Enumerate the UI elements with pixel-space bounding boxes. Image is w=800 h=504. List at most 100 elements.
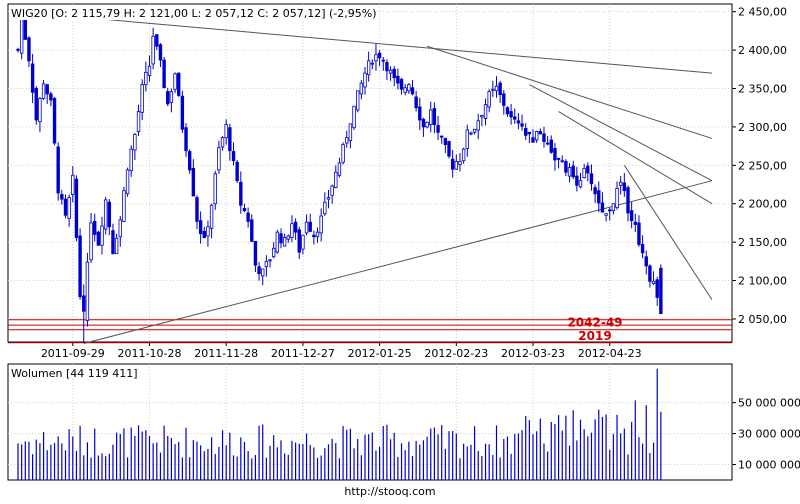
candle-body xyxy=(421,118,426,128)
candle-body xyxy=(319,215,323,234)
candle-body xyxy=(279,233,283,244)
candle-body xyxy=(480,114,484,118)
volume-bars-group xyxy=(17,368,662,480)
candle-body xyxy=(509,111,513,118)
candle-body xyxy=(114,237,119,255)
candle-body xyxy=(323,201,327,215)
candle-body xyxy=(450,158,455,170)
candle-body xyxy=(410,87,415,95)
candle-body xyxy=(290,223,294,238)
candle-body xyxy=(242,207,247,212)
candle-body xyxy=(527,131,532,135)
candle-body xyxy=(118,219,122,238)
candle-body xyxy=(74,178,79,238)
candle-body xyxy=(392,68,396,79)
candle-body xyxy=(268,259,272,262)
candle-body xyxy=(571,165,575,178)
candle-body xyxy=(348,123,353,142)
candle-body xyxy=(374,54,378,62)
candle-body xyxy=(407,84,411,92)
candle-body xyxy=(418,106,422,121)
candle-body xyxy=(34,88,38,121)
volume-header: Wolumen [44 119 411] xyxy=(11,367,138,380)
footer-url: http://stooq.com xyxy=(344,485,435,498)
trendline xyxy=(426,45,713,139)
x-tick-label: 2011-11-28 xyxy=(194,347,258,360)
price-tick-label: 2 100,00 xyxy=(738,275,787,288)
candle-body xyxy=(184,127,188,152)
candle-body xyxy=(531,137,535,143)
volume-tick-label: 50 000 000 xyxy=(738,397,800,410)
candle-body xyxy=(578,180,583,188)
candle-body xyxy=(399,78,404,90)
price-panel-frame xyxy=(7,3,733,343)
candle-body xyxy=(78,235,82,298)
trendline xyxy=(529,84,713,182)
candle-body xyxy=(564,161,568,173)
candles-group xyxy=(16,6,663,343)
candle-body xyxy=(524,128,528,136)
candle-body xyxy=(133,134,137,151)
candle-body xyxy=(297,229,301,253)
candle-body xyxy=(169,91,174,103)
candle-body xyxy=(261,268,265,277)
candle-body xyxy=(264,260,269,268)
x-tick-label: 2012-01-25 xyxy=(348,347,412,360)
candle-body xyxy=(469,132,473,135)
volume-tick-label: 30 000 000 xyxy=(738,428,800,441)
candle-body xyxy=(429,109,433,126)
candle-body xyxy=(637,222,641,245)
trendline xyxy=(17,11,713,74)
candle-body xyxy=(454,161,459,170)
candle-body xyxy=(582,167,586,179)
candle-body xyxy=(545,142,550,145)
candle-body xyxy=(93,220,97,235)
candle-body xyxy=(370,62,375,65)
x-tick-label: 2011-09-29 xyxy=(41,347,105,360)
candle-body xyxy=(45,84,49,95)
candle-body xyxy=(648,265,652,282)
candle-body xyxy=(107,201,112,228)
volume-panel-frame xyxy=(7,363,733,481)
candle-body xyxy=(282,237,287,247)
candle-body xyxy=(345,137,349,144)
candle-body xyxy=(377,52,382,59)
candle-body xyxy=(173,73,177,90)
candle-body xyxy=(443,138,448,145)
candle-body xyxy=(567,167,572,177)
candle-body xyxy=(177,72,181,96)
x-tick-label: 2012-04-23 xyxy=(578,347,642,360)
candle-body xyxy=(198,220,203,235)
price-header: WIG20 [O: 2 115,79 H: 2 121,00 L: 2 057,… xyxy=(11,7,377,20)
candle-body xyxy=(144,71,148,86)
candle-body xyxy=(491,88,495,91)
trendline xyxy=(83,180,713,345)
candle-body xyxy=(556,158,561,160)
candle-body xyxy=(513,116,517,120)
candle-body xyxy=(436,124,440,133)
candle-body xyxy=(355,90,360,111)
candle-body xyxy=(308,221,312,232)
candle-body xyxy=(593,187,597,195)
candle-body xyxy=(231,151,236,162)
candle-body xyxy=(396,75,400,84)
x-tick-label: 2011-10-28 xyxy=(118,347,182,360)
candle-body xyxy=(461,148,466,162)
candle-body xyxy=(334,171,338,188)
candle-body xyxy=(483,104,488,119)
candle-body xyxy=(191,167,196,197)
candle-body xyxy=(651,280,656,285)
candle-body xyxy=(49,93,53,101)
candle-body xyxy=(432,108,437,126)
candle-body xyxy=(644,256,648,267)
candle-body xyxy=(458,161,462,165)
candle-body xyxy=(597,190,601,204)
candle-body xyxy=(122,190,126,222)
candle-body xyxy=(103,199,108,230)
candle-body xyxy=(246,212,250,222)
candle-body xyxy=(187,151,192,171)
candle-body xyxy=(615,187,619,208)
x-tick-label: 2012-02-23 xyxy=(424,347,488,360)
candle-body xyxy=(494,85,499,92)
candle-body xyxy=(38,98,42,122)
